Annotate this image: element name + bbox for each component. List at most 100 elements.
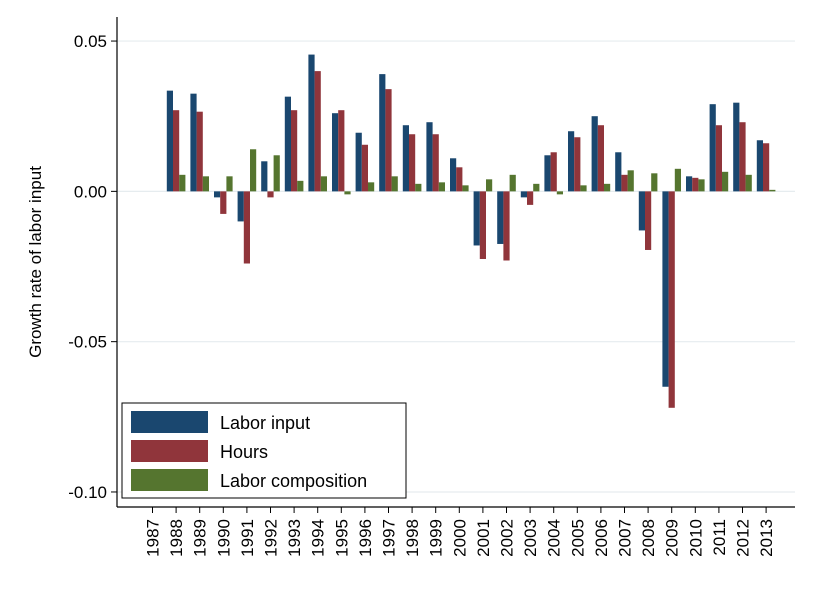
legend-label-labor-composition: Labor composition — [220, 471, 367, 491]
y-ticks: 0.05 0.00 -0.05 -0.10 — [68, 32, 117, 502]
bar-labor-input-2013 — [756, 140, 763, 192]
bar-hours-2010 — [692, 177, 699, 192]
legend-swatch-hours — [131, 440, 208, 462]
bar-labor-composition-2007 — [627, 170, 634, 192]
bar-hours-2003 — [527, 191, 534, 205]
x-tick-label: 2000 — [450, 519, 469, 557]
x-tick-label: 1989 — [191, 519, 210, 557]
legend-swatch-labor-composition — [131, 469, 208, 491]
bar-labor-input-1992 — [261, 161, 268, 192]
bar-hours-1992 — [267, 191, 274, 198]
x-tick-label: 2013 — [757, 519, 776, 557]
bar-labor-input-1993 — [284, 96, 291, 192]
bar-labor-composition-1994 — [320, 176, 327, 192]
bar-labor-input-1997 — [379, 74, 386, 192]
bar-labor-input-2007 — [615, 152, 622, 192]
x-tick-label: 1988 — [167, 519, 186, 557]
bar-labor-composition-2011 — [722, 171, 729, 192]
bar-labor-input-2001 — [473, 191, 480, 246]
bar-labor-composition-2009 — [674, 168, 681, 192]
bar-labor-input-2004 — [544, 155, 551, 192]
bar-labor-composition-2002 — [509, 174, 516, 192]
bar-labor-composition-2013 — [769, 189, 776, 192]
bars — [166, 54, 776, 408]
bar-labor-composition-2000 — [462, 185, 469, 192]
bar-labor-composition-2006 — [604, 183, 611, 192]
bar-labor-composition-1992 — [273, 155, 280, 192]
bar-labor-composition-2004 — [556, 191, 563, 195]
x-tick-label: 2011 — [710, 519, 729, 556]
bar-hours-1994 — [314, 71, 321, 192]
x-tick-label: 1991 — [238, 519, 257, 557]
bar-labor-composition-1996 — [368, 182, 375, 192]
legend-label-labor-input: Labor input — [220, 413, 310, 433]
bar-hours-1997 — [385, 89, 392, 192]
x-tick-label: 1996 — [356, 519, 375, 557]
x-tick-label: 2001 — [474, 519, 493, 557]
bar-labor-input-2000 — [450, 158, 457, 192]
legend-swatch-labor-input — [131, 411, 208, 433]
bar-hours-2000 — [456, 167, 463, 192]
bar-labor-composition-1997 — [391, 176, 398, 192]
x-ticks: 1987 1988 1989 1990 1991 1992 1993 1994 1995 1996… — [144, 507, 776, 557]
x-tick-label: 2007 — [616, 519, 635, 557]
bar-labor-input-2003 — [520, 191, 527, 198]
bar-hours-2007 — [621, 174, 628, 192]
bar-labor-input-1995 — [332, 113, 339, 192]
bar-labor-input-1988 — [166, 90, 173, 192]
bar-hours-1996 — [361, 144, 368, 192]
bar-hours-2002 — [503, 191, 510, 261]
bar-labor-input-1990 — [214, 191, 221, 198]
bar-labor-input-1989 — [190, 93, 197, 192]
bar-labor-composition-2003 — [533, 183, 540, 192]
x-tick-label: 2012 — [734, 519, 753, 557]
bar-hours-2001 — [479, 191, 486, 259]
bar-labor-composition-2005 — [580, 185, 587, 192]
y-tick-label: -0.05 — [68, 333, 107, 352]
bar-labor-input-1991 — [237, 191, 244, 222]
x-tick-label: 1994 — [309, 519, 328, 557]
bar-hours-2009 — [668, 191, 675, 408]
bar-hours-1991 — [243, 191, 250, 264]
bar-hours-2004 — [550, 152, 557, 192]
y-axis-title: Growth rate of labor input — [26, 166, 45, 358]
axes — [116, 17, 795, 508]
bar-labor-composition-2008 — [651, 173, 658, 192]
y-tick-label: -0.10 — [68, 483, 107, 502]
x-tick-label: 1999 — [427, 519, 446, 557]
bar-hours-2013 — [763, 143, 770, 192]
x-tick-label: 1997 — [380, 519, 399, 557]
legend-label-hours: Hours — [220, 442, 268, 462]
bar-labor-input-2011 — [709, 104, 716, 192]
bar-labor-composition-1999 — [438, 182, 445, 192]
bar-hours-2008 — [645, 191, 652, 250]
bar-labor-composition-2001 — [486, 179, 493, 192]
x-tick-label: 1987 — [144, 519, 163, 557]
bar-labor-input-1996 — [355, 132, 362, 192]
bar-labor-composition-2012 — [745, 174, 752, 192]
bar-hours-2005 — [574, 137, 581, 192]
bar-labor-input-2006 — [591, 116, 598, 192]
bar-labor-input-2010 — [686, 176, 693, 192]
bar-labor-composition-1995 — [344, 191, 351, 195]
bar-hours-1995 — [338, 110, 345, 192]
x-tick-label: 2003 — [521, 519, 540, 557]
bar-hours-2012 — [739, 122, 746, 192]
x-tick-label: 1992 — [262, 519, 281, 557]
bar-labor-input-2002 — [497, 191, 504, 244]
bar-labor-composition-1993 — [297, 180, 304, 192]
bar-labor-input-2005 — [568, 131, 575, 192]
bar-labor-input-2012 — [733, 102, 740, 192]
bar-labor-composition-1990 — [226, 176, 233, 192]
bar-hours-1988 — [173, 110, 180, 192]
bar-labor-composition-1998 — [415, 183, 422, 192]
bar-hours-1999 — [432, 134, 439, 192]
bar-hours-2011 — [715, 125, 722, 192]
x-tick-label: 2002 — [498, 519, 517, 557]
bar-labor-input-1999 — [426, 122, 433, 192]
x-tick-label: 2005 — [568, 519, 587, 557]
bar-labor-composition-1991 — [250, 149, 257, 192]
x-tick-label: 2004 — [545, 519, 564, 557]
